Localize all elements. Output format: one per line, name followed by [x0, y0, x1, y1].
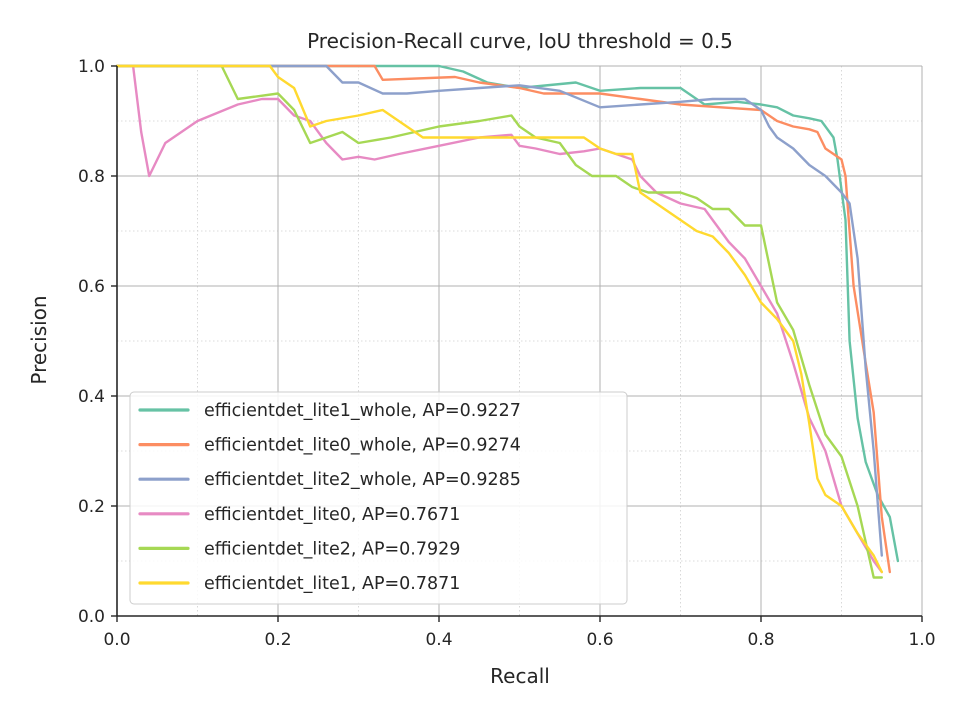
legend-box	[129, 391, 628, 605]
series-line-6	[115, 64, 883, 574]
x-tick-label: 0.8	[747, 630, 774, 650]
series-line-5	[115, 64, 883, 579]
legend-label: efficientdet_lite2_whole, AP=0.9285	[204, 470, 521, 490]
y-tick-label: 0.2	[78, 497, 105, 517]
legend-label: efficientdet_lite0, AP=0.7671	[204, 505, 460, 525]
axes: 0.0 0.2 0.4 0.6 0.8 1.0 0.0 0.2 0.4 0.6 0.8 1.0	[78, 57, 936, 650]
legend-label: efficientdet_lite1, AP=0.7871	[204, 574, 460, 594]
legend-label: efficientdet_lite2, AP=0.7929	[204, 539, 460, 559]
series-line-3	[115, 64, 883, 557]
series-line-2	[115, 64, 891, 574]
series-line-4	[115, 64, 883, 574]
x-tick-label: 1.0	[908, 630, 935, 650]
y-tick-label: 0.8	[78, 167, 105, 187]
legend: efficientdet_lite1_whole, AP=0.9227 effic…	[129, 391, 628, 605]
series-lines	[115, 64, 900, 579]
x-axis-label: Recall	[490, 664, 550, 688]
legend-label: efficientdet_lite1_whole, AP=0.9227	[204, 401, 521, 421]
x-tick-label: 0.0	[103, 630, 130, 650]
y-tick-label: 1.0	[78, 57, 105, 77]
x-tick-label: 0.2	[264, 630, 291, 650]
y-axis-label: Precision	[27, 295, 51, 384]
y-tick-label: 0.0	[78, 607, 105, 627]
chart-title: Precision-Recall curve, IoU threshold = …	[307, 29, 733, 53]
y-tick-label: 0.4	[78, 387, 105, 407]
legend-label: efficientdet_lite0_whole, AP=0.9274	[204, 436, 521, 456]
x-tick-label: 0.6	[586, 630, 613, 650]
x-tick-label: 0.4	[425, 630, 452, 650]
y-tick-label: 0.6	[78, 277, 105, 297]
